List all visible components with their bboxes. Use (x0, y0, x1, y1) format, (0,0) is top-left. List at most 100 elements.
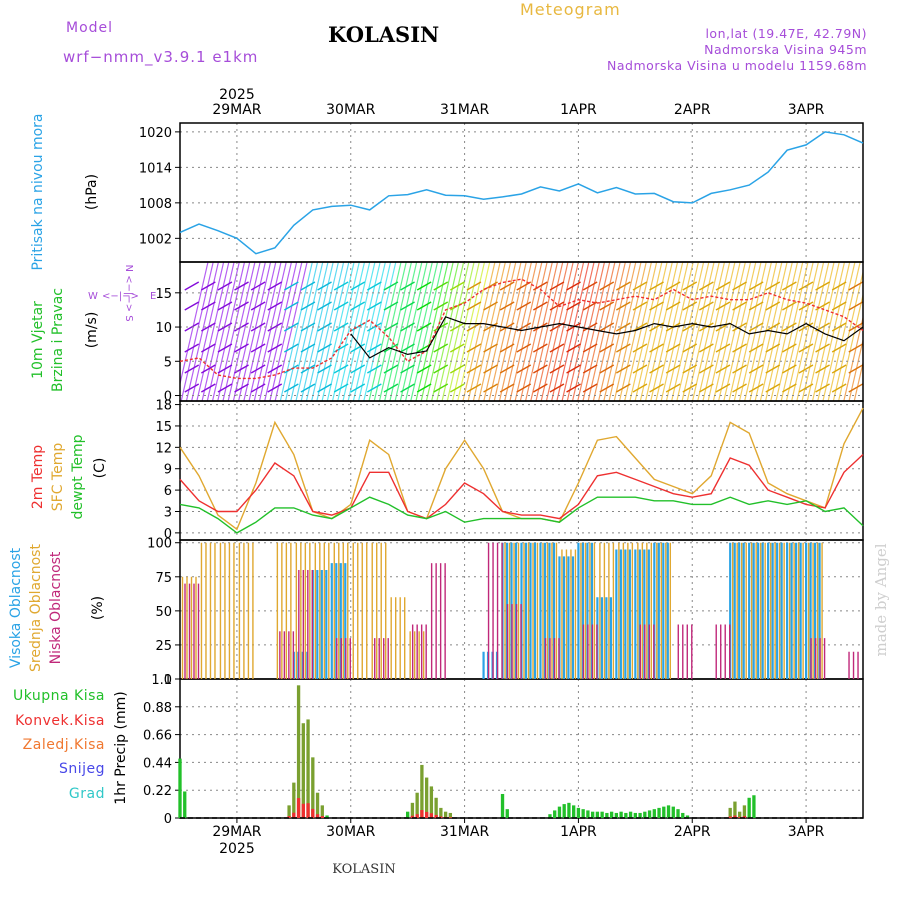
ytick-label: 25 (155, 639, 172, 654)
wind-barb (184, 364, 200, 374)
wind-barb (665, 364, 681, 374)
panel-frame-pressure (179, 122, 864, 263)
wind-barb (350, 301, 366, 311)
wind-barb (499, 281, 515, 291)
wind-barb (217, 281, 233, 291)
precip-bar (410, 802, 415, 818)
xtick-label-top: 29MAR (212, 102, 261, 118)
wind-barb (715, 383, 731, 393)
wind-barb (267, 322, 283, 332)
wind-barb (433, 281, 449, 291)
wind-barb (367, 364, 382, 374)
wind-barb-hatch (707, 262, 741, 401)
wind-barb (582, 322, 598, 332)
wind-barb (732, 301, 747, 311)
wind-barb (649, 383, 664, 393)
wind-barb (383, 383, 399, 393)
wind-barb (383, 281, 399, 291)
wind-barb (184, 322, 200, 332)
wind-gust-line (179, 278, 864, 380)
wind-barb-hatch (524, 262, 559, 401)
wind-barb (184, 343, 200, 353)
wind-barb-hatch (827, 262, 861, 401)
wind-barb (616, 281, 631, 291)
wind-barb-hatch (399, 262, 433, 401)
wind-barb (748, 383, 764, 393)
wind-barb (466, 364, 482, 374)
wind-barb (616, 343, 631, 353)
wind-barb-hatch (780, 262, 814, 401)
wind-barb (748, 281, 764, 291)
wind-barb-hatch (686, 262, 720, 401)
wind-barb (549, 301, 565, 311)
precip-conv-bar (728, 816, 732, 818)
wind-barb (433, 383, 449, 393)
wind-barb-hatch (801, 262, 835, 401)
wind-barb (665, 301, 681, 311)
wind-barb (367, 322, 382, 332)
wind-barb (317, 364, 332, 374)
wind-barb (367, 383, 382, 393)
wind-barb (234, 343, 249, 353)
wind-barb (566, 322, 581, 332)
precip-bar (600, 811, 604, 818)
wind-barb (200, 301, 216, 311)
precip-bar (315, 792, 320, 818)
wind-barb (433, 364, 449, 374)
wind-barb-hatch (472, 262, 506, 401)
xtick-label-bottom: 2APR (674, 824, 711, 840)
wind-barb (300, 301, 316, 311)
wind-barb-hatch (702, 262, 736, 401)
precip-bar (325, 815, 329, 818)
precip-bar (752, 795, 756, 818)
wind-barb (300, 343, 316, 353)
wind-barb-hatch (571, 262, 606, 401)
wind-barb-hatch (305, 262, 340, 401)
wind-barb (699, 343, 714, 353)
wind-barb-hatch (848, 337, 863, 401)
wind-barb-hatch (733, 262, 767, 401)
wind-barb (533, 343, 548, 353)
temp-unit: (C) (92, 458, 108, 479)
footer-station: KOLASIN (332, 862, 396, 877)
wind-barb-hatch (811, 262, 846, 401)
wind-barb (217, 343, 233, 353)
wind-barb (400, 383, 415, 393)
precip-conv-bar (439, 816, 443, 818)
wind-barb-hatch (279, 262, 313, 401)
wind-barb-hatch (806, 262, 840, 401)
wind-barb (283, 301, 299, 311)
model-version: wrf−nmm_v3.9.1 e1km (63, 48, 259, 66)
precip-bar (287, 805, 291, 818)
wind-barb-hatch (180, 262, 209, 387)
precip-bar (738, 811, 742, 818)
precip-bar (443, 811, 448, 818)
wind-barb (549, 281, 565, 291)
precip-bar (178, 758, 182, 818)
wind-barb-hatch (853, 360, 863, 401)
wind-barb (400, 364, 415, 374)
wind-barb-hatch (832, 269, 863, 401)
wind-barb-hatch (342, 262, 376, 401)
wind-barb-hatch (337, 262, 371, 401)
wind-barb (450, 364, 465, 374)
wind-barb (350, 383, 366, 393)
wind-barb (549, 343, 565, 353)
precip-bar (415, 792, 419, 818)
precip-conv-bar (306, 803, 310, 818)
wind-barb (184, 383, 200, 393)
wind-barb-hatch (644, 262, 679, 401)
wind-barb-hatch (425, 262, 460, 401)
precip-bar (652, 809, 656, 818)
precip-legend-item: Snijeg (59, 761, 105, 777)
wind-barb-hatch (358, 262, 392, 401)
wind-barb-hatch (368, 262, 402, 401)
wind-barb (649, 343, 664, 353)
precip-bar (548, 814, 552, 818)
wind-barb-hatch (211, 262, 246, 401)
wind-barb-hatch (378, 262, 413, 401)
wind-barb (450, 301, 465, 311)
wind-barb (699, 364, 714, 374)
wind-barb (499, 364, 515, 374)
ytick-label: 0 (164, 527, 172, 542)
